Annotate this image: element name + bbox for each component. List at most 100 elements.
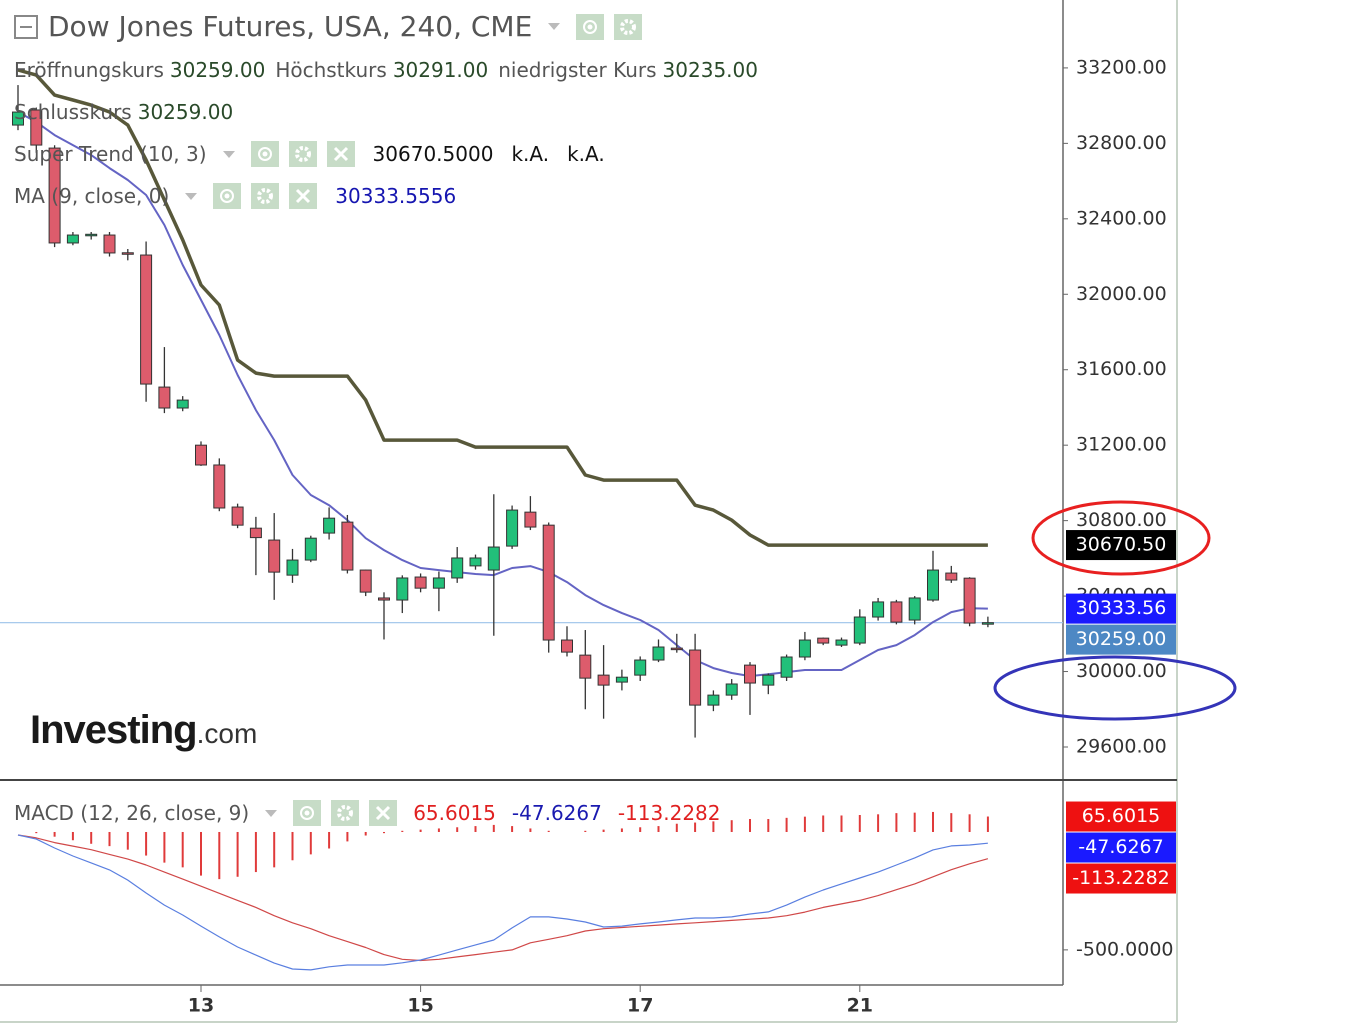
ohlc-item: Höchstkurs 30291.00 (275, 58, 488, 82)
price-label: -113.2282 (1072, 867, 1170, 889)
settings-button[interactable] (614, 13, 643, 40)
candle-body (48, 147, 61, 244)
candle-body (634, 659, 647, 676)
indicator-name: Super Trend (10, 3) (14, 142, 207, 166)
candle-body (981, 622, 994, 625)
ohlc-item: niedrigster Kurs 30235.00 (498, 58, 758, 82)
ohlc-item: Eröffnungskurs 30259.00 (14, 58, 265, 82)
remove-button[interactable] (326, 141, 355, 167)
candle-body (213, 464, 226, 509)
signal-line (17, 834, 989, 962)
remove-button[interactable] (289, 183, 318, 209)
candle-body (780, 656, 793, 678)
ohlc-value: 30259.00 (137, 100, 234, 124)
candle-body (963, 577, 976, 624)
candle-body (835, 639, 848, 646)
candle-body (103, 234, 116, 254)
remove-button[interactable] (369, 800, 398, 826)
brand-suffix: .com (196, 718, 258, 749)
candle-body (396, 577, 409, 601)
x-tick-label: 21 (847, 995, 873, 1017)
x-tick-label: 17 (627, 995, 653, 1017)
eye-button[interactable] (250, 141, 279, 167)
y-tick-label: -500.0000 (1076, 938, 1174, 960)
candle-body (561, 639, 573, 653)
highlight-ellipse (1031, 500, 1211, 576)
ohlc-label: niedrigster Kurs (498, 58, 657, 82)
settings-button[interactable] (288, 141, 317, 167)
y-tick-label: 32800.00 (1076, 132, 1167, 154)
eye-button[interactable] (213, 183, 242, 209)
y-tick-label: 30000.00 (1076, 660, 1167, 682)
supertrend-line (17, 68, 988, 547)
candle-body (249, 527, 262, 539)
candle-body (341, 521, 354, 571)
candle-body (817, 637, 830, 644)
indicator-value: 30333.5556 (335, 184, 457, 208)
indicator-value: -47.6267 (511, 801, 602, 825)
price-label-box (1066, 593, 1176, 624)
candle-body (872, 601, 885, 618)
candle-body (12, 111, 24, 126)
y-tick-label: 30800.00 (1076, 509, 1167, 531)
candle-body (414, 576, 427, 589)
price-label: -47.6267 (1078, 836, 1163, 858)
candle-body (707, 694, 720, 706)
candle-body (927, 569, 939, 601)
candle-body (597, 674, 610, 686)
y-tick-label: 32400.00 (1076, 207, 1167, 229)
indicator-legend: Super Trend (10, 3) 30670.5000 k.A. k.A. (14, 141, 605, 167)
y-tick-label: 31200.00 (1076, 434, 1167, 456)
candle-body (798, 639, 811, 658)
candle-body (853, 616, 866, 644)
ohlc-legend: Eröffnungskurs 30259.00 Höchstkurs 30291.00… (14, 58, 758, 82)
chart-header: Dow Jones Futures, USA, 240, CME (14, 10, 643, 43)
ohlc-item: Schlusskurs 30259.00 (14, 100, 233, 124)
candle-body (908, 597, 921, 621)
candle-body (158, 386, 171, 409)
price-label: 30670.50 (1076, 534, 1167, 556)
menu-caret[interactable] (185, 192, 198, 200)
candle-body (378, 597, 390, 601)
ohlc-value: 30259.00 (169, 58, 266, 82)
candle-body (231, 506, 244, 526)
settings-button[interactable] (251, 183, 280, 209)
candle-body (725, 683, 738, 696)
candle-body (195, 444, 207, 466)
eye-button[interactable] (293, 800, 322, 826)
chart-title: Dow Jones Futures, USA, 240, CME (48, 10, 533, 43)
highlight-ellipse (993, 655, 1237, 721)
ohlc-label: Höchstkurs (275, 58, 387, 82)
y-tick-label: 31600.00 (1076, 358, 1167, 380)
eye-button[interactable] (576, 13, 605, 40)
menu-caret[interactable] (265, 809, 278, 817)
indicator-name: MA (9, close, 0) (14, 184, 170, 208)
candle-body (652, 646, 665, 661)
indicator-legend: MA (9, close, 0) 30333.5556 (14, 183, 456, 209)
candle-body (359, 569, 372, 593)
menu-caret[interactable] (548, 23, 561, 30)
candle-body (451, 557, 464, 579)
candle-body (469, 557, 482, 567)
candle-body (323, 517, 336, 534)
price-label-box (1066, 863, 1176, 894)
candle-body (744, 664, 756, 684)
ohlc-label: Schlusskurs (14, 100, 132, 124)
candle-body (506, 509, 519, 547)
candle-body (66, 234, 79, 244)
plot-area: 29600.0030000.0030400.0030800.0031200.00… (0, 56, 1176, 1017)
ohlc-value: 30235.00 (662, 58, 758, 82)
menu-caret[interactable] (222, 150, 235, 158)
indicator-value: -113.2282 (617, 801, 721, 825)
brand: Investing (30, 708, 198, 752)
candle-body (140, 254, 153, 385)
candle-body (432, 577, 445, 589)
settings-button[interactable] (331, 800, 360, 826)
ma-line (17, 111, 988, 678)
price-label-box (1066, 801, 1176, 832)
indicator-name: MACD (12, 26, close, 9) (14, 801, 250, 825)
y-tick-label: 32000.00 (1076, 283, 1167, 305)
collapse-button[interactable] (14, 14, 38, 39)
candle-body (30, 109, 43, 146)
watermark: Investing.com (30, 708, 257, 753)
